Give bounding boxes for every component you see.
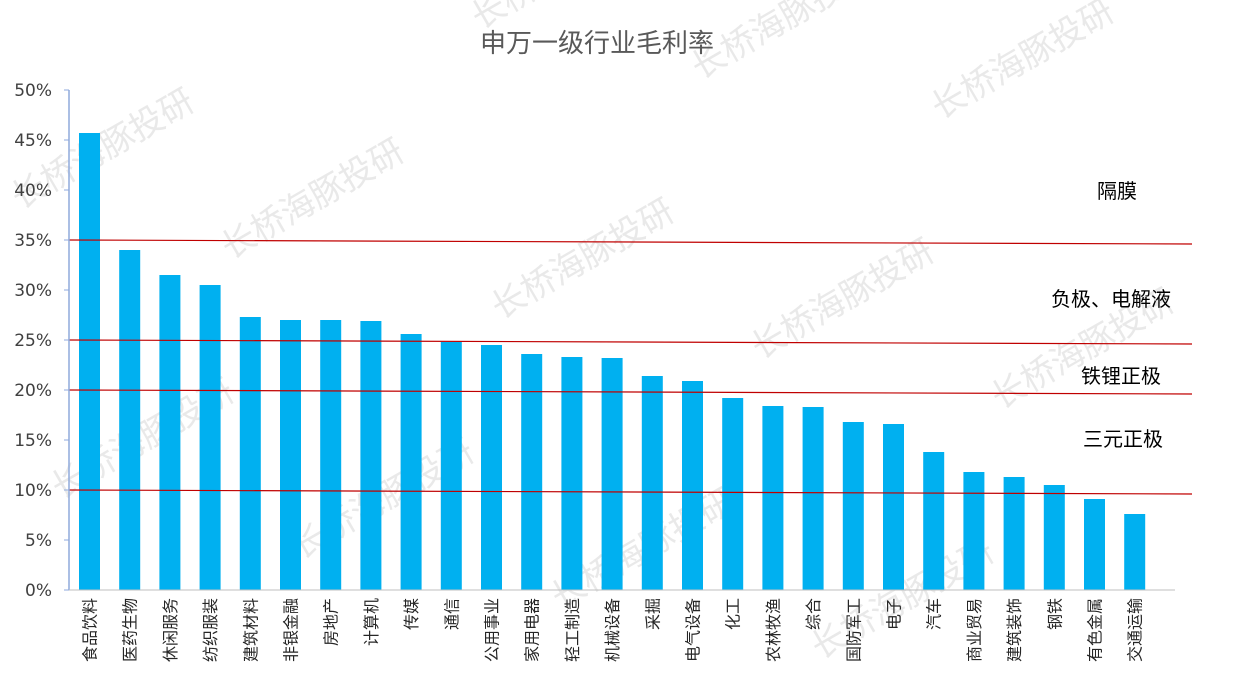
bar: [440, 342, 462, 590]
y-tick-label: 25%: [14, 331, 52, 351]
category-label: 建筑装饰: [1005, 598, 1024, 662]
y-tick-label: 45%: [14, 131, 52, 151]
bar: [119, 250, 141, 590]
y-tick-label: 15%: [14, 431, 52, 451]
bar: [762, 406, 784, 590]
category-label: 轻工制造: [563, 598, 582, 662]
bar: [159, 275, 181, 590]
category-label: 休闲服务: [161, 598, 180, 662]
y-tick-label: 20%: [14, 381, 52, 401]
watermark-text: 长桥海豚投研: [485, 191, 682, 328]
bar: [963, 472, 985, 590]
bar: [521, 354, 543, 590]
category-label: 钢铁: [1045, 598, 1064, 630]
reference-lines: [68, 239, 1193, 495]
bar: [601, 358, 623, 590]
category-label: 汽车: [925, 598, 944, 630]
category-labels: 食品饮料 医药生物 休闲服务 纺织服装 建筑材料 非银金融 房地产 计算机 传媒 通信 公用事业 家用…: [81, 598, 1145, 662]
y-tick-label: 50%: [14, 81, 52, 101]
bars: [79, 133, 1146, 590]
bar: [239, 317, 261, 590]
category-label: 纺织服装: [201, 598, 220, 662]
bar: [883, 424, 904, 590]
category-label: 有色金属: [1086, 598, 1105, 662]
bar: [802, 407, 824, 590]
bar: [1003, 477, 1025, 590]
bar: [842, 422, 864, 590]
y-tick-label: 40%: [14, 181, 52, 201]
category-label: 综合: [804, 598, 823, 630]
category-label: 房地产: [322, 598, 341, 646]
category-label: 食品饮料: [81, 598, 100, 662]
zone-annotation: 三元正极: [1083, 427, 1163, 451]
bar: [682, 381, 703, 590]
bar: [561, 357, 583, 590]
y-tick-label: 5%: [25, 531, 52, 551]
bar: [400, 334, 422, 590]
category-label: 建筑材料: [241, 598, 260, 662]
reference-line: [68, 239, 1193, 245]
category-label: 化工: [724, 598, 743, 630]
category-label: 交通运输: [1126, 598, 1145, 662]
y-tick-label: 10%: [14, 481, 52, 501]
watermark-text: 长桥海豚投研: [745, 231, 942, 368]
bar: [1084, 499, 1105, 590]
y-tick-label: 35%: [14, 231, 52, 251]
y-tick-label: 30%: [14, 281, 52, 301]
bar: [722, 398, 744, 590]
category-label: 机械设备: [603, 598, 622, 662]
reference-line: [68, 489, 1193, 495]
zone-annotation: 隔膜: [1097, 179, 1137, 203]
category-label: 商业贸易: [965, 598, 984, 662]
bar: [481, 345, 502, 590]
category-label: 国防军工: [844, 598, 863, 662]
category-label: 非银金融: [282, 598, 301, 662]
category-label: 农林牧渔: [764, 598, 783, 662]
chart-title: 申万一级行业毛利率: [480, 29, 714, 59]
bar: [923, 452, 945, 590]
zone-annotation: 负极、电解液: [1051, 287, 1171, 311]
bar: [641, 376, 663, 590]
category-label: 采掘: [643, 598, 662, 630]
bar: [360, 321, 382, 590]
category-label: 家用电器: [523, 598, 542, 662]
reference-line: [68, 339, 1193, 345]
y-axis-ticks: 0% 5% 10% 15% 20% 25% 30% 35% 40% 45% 50%: [14, 81, 69, 601]
bar: [280, 320, 301, 590]
reference-line: [68, 389, 1193, 395]
bar: [320, 320, 342, 590]
watermark-text: 长桥海豚投研: [215, 131, 412, 268]
bar: [1124, 514, 1146, 590]
category-label: 通信: [442, 598, 461, 630]
y-tick-label: 0%: [25, 581, 52, 601]
category-label: 计算机: [362, 598, 381, 646]
watermark-text: 长桥海豚投研: [925, 0, 1122, 128]
category-label: 医药生物: [121, 598, 140, 662]
category-label: 电子: [885, 598, 904, 630]
bar: [199, 285, 221, 590]
category-label: 电气设备: [684, 598, 703, 662]
category-label: 公用事业: [483, 598, 502, 662]
category-label: 传媒: [402, 598, 421, 630]
zone-annotation: 铁锂正极: [1081, 364, 1161, 388]
bar: [1043, 485, 1065, 590]
bar: [79, 133, 100, 590]
